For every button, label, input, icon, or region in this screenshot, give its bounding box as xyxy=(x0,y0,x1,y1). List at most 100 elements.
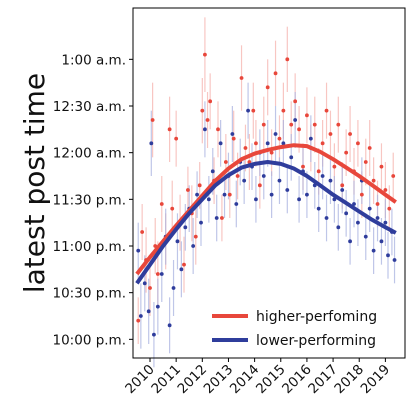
lower-data-point xyxy=(167,323,172,328)
higher-data-point xyxy=(243,146,248,150)
lower-data-point xyxy=(214,216,219,220)
lower-data-point xyxy=(195,192,199,197)
lower-data-point xyxy=(230,132,235,136)
lower-data-point xyxy=(375,216,380,220)
lower-data-point xyxy=(356,220,360,225)
x-tick-label: 2019 xyxy=(358,362,394,398)
higher-data-point xyxy=(231,136,236,141)
higher-data-point xyxy=(340,183,345,188)
legend: higher-perfoming lower-performing xyxy=(212,309,377,349)
higher-data-point xyxy=(379,164,384,169)
lower-data-point xyxy=(242,178,247,183)
higher-data-point xyxy=(297,127,301,132)
lower-data-point xyxy=(340,188,345,192)
lower-data-point xyxy=(146,309,151,314)
higher-data-point xyxy=(281,108,286,113)
higher-data-point xyxy=(261,122,266,127)
lower-data-point xyxy=(363,234,368,239)
higher-data-point xyxy=(265,85,270,90)
higher-data-point xyxy=(324,108,329,113)
lower-data-point xyxy=(336,225,341,230)
lower-data-point xyxy=(320,174,325,178)
y-tick-label: 1:00 a.m. xyxy=(61,52,126,68)
lower-data-point xyxy=(136,248,141,253)
lower-data-point xyxy=(254,197,258,202)
higher-data-point xyxy=(383,188,388,192)
higher-data-point xyxy=(305,113,309,118)
higher-data-point xyxy=(220,216,224,220)
higher-data-point xyxy=(332,164,337,169)
lower-data-point xyxy=(149,141,154,146)
higher-data-point xyxy=(247,160,252,164)
lower-data-point xyxy=(305,192,309,197)
lower-data-point xyxy=(152,332,156,337)
higher-data-point xyxy=(289,122,294,127)
higher-trend-line xyxy=(135,143,397,276)
lower-data-point xyxy=(183,225,188,230)
lower-data-point xyxy=(281,141,286,146)
y-tick-label: 10:00 p.m. xyxy=(53,332,127,348)
higher-data-point xyxy=(193,234,198,239)
higher-data-point xyxy=(277,136,282,141)
higher-data-point xyxy=(216,127,220,132)
plot-frame xyxy=(132,7,406,359)
y-tick-label: 11:00 p.m. xyxy=(53,239,127,255)
higher-data-point xyxy=(197,183,202,188)
higher-data-point xyxy=(200,108,205,113)
lower-data-point xyxy=(155,304,160,309)
lower-data-point xyxy=(206,197,211,202)
lower-data-point xyxy=(261,174,266,178)
x-tick-label: 2012 xyxy=(175,362,211,398)
higher-data-point xyxy=(239,76,244,80)
y-tick-label: 12:00 a.m. xyxy=(53,146,126,162)
higher-data-point xyxy=(203,52,207,57)
higher-data-point xyxy=(348,132,352,136)
lower-data-point xyxy=(285,188,290,192)
y-axis-title: latest post time xyxy=(18,73,51,293)
y-tick-label: 12:30 a.m. xyxy=(53,99,126,115)
higher-data-point xyxy=(182,262,186,267)
x-tick-label: 2017 xyxy=(305,362,341,398)
lower-data-point xyxy=(289,155,294,160)
y-tick-label: 11:30 p.m. xyxy=(53,192,127,208)
higher-data-point xyxy=(174,136,179,141)
lower-data-point xyxy=(234,202,239,206)
lower-data-point xyxy=(265,141,270,146)
lower-data-point xyxy=(218,141,223,146)
higher-data-point xyxy=(150,118,155,122)
lower-data-point xyxy=(392,258,397,262)
lower-data-point xyxy=(179,267,184,272)
higher-data-point xyxy=(371,178,376,183)
legend-label: lower-performing xyxy=(256,333,376,349)
lower-data-point xyxy=(273,132,278,136)
higher-data-point xyxy=(273,71,278,76)
higher-data-point xyxy=(328,132,333,136)
higher-data-point xyxy=(301,164,305,169)
lower-data-point xyxy=(191,244,196,248)
higher-data-point xyxy=(387,206,392,211)
higher-data-point xyxy=(363,160,368,164)
x-tick-label: 2015 xyxy=(253,362,289,398)
higher-data-point xyxy=(320,141,325,146)
higher-data-point xyxy=(336,122,341,127)
lower-data-point xyxy=(348,239,352,244)
higher-data-point xyxy=(285,57,290,62)
lower-data-point xyxy=(308,136,313,141)
y-tick-label: 10:30 p.m. xyxy=(53,286,127,302)
x-tick-label: 2013 xyxy=(201,362,237,398)
lower-data-point xyxy=(175,239,180,244)
higher-data-point xyxy=(208,99,213,104)
lower-data-point xyxy=(277,178,282,183)
lower-data-point xyxy=(142,281,147,286)
lower-data-point xyxy=(138,314,143,318)
higher-data-point xyxy=(359,192,364,197)
higher-data-point xyxy=(186,188,190,192)
lower-data-point xyxy=(199,220,203,225)
lower-data-point xyxy=(171,286,176,290)
lower-data-point xyxy=(383,220,388,225)
lower-data-point xyxy=(210,169,215,174)
higher-data-point xyxy=(254,141,258,146)
higher-data-point xyxy=(391,174,396,178)
